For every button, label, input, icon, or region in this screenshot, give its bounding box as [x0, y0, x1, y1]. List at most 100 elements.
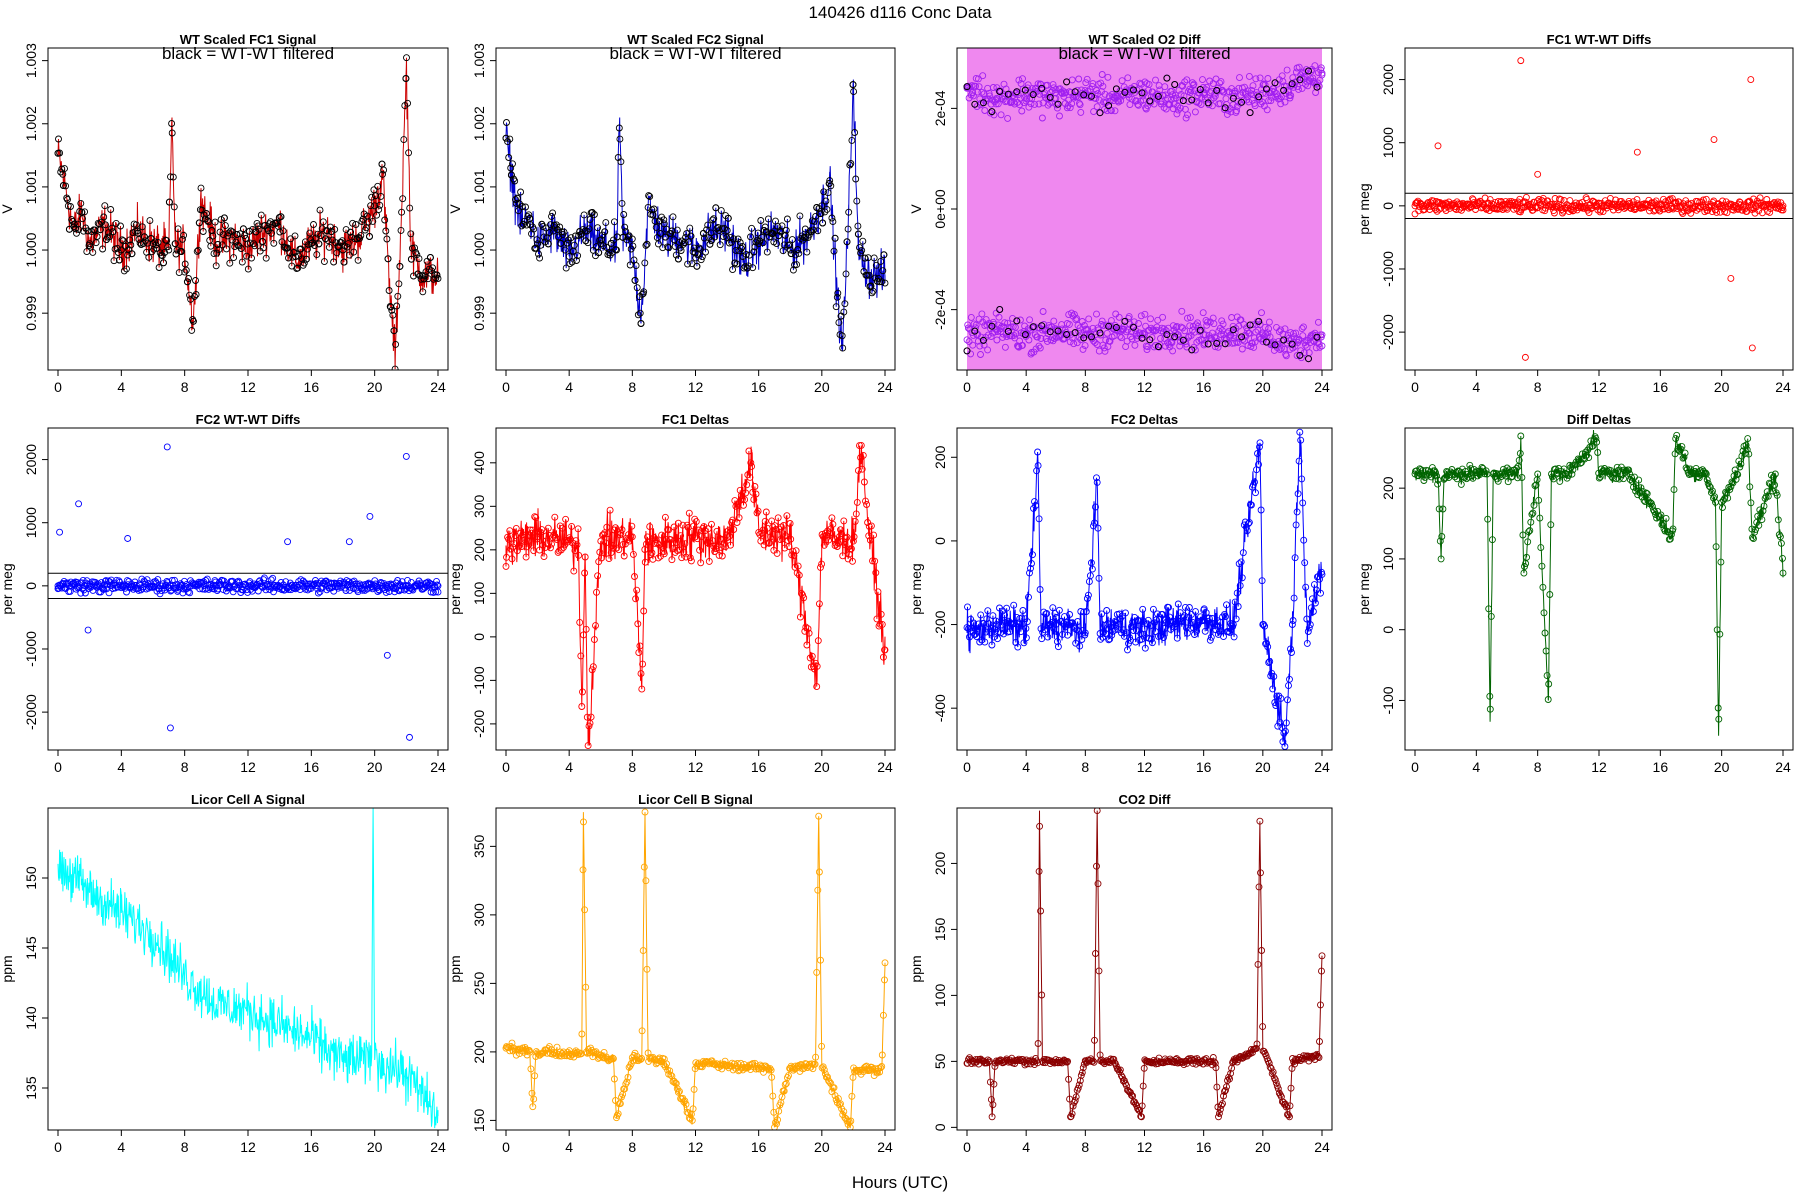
data-point — [702, 248, 709, 256]
data-point — [1259, 89, 1267, 97]
data-point — [748, 224, 756, 232]
data-point — [870, 531, 878, 539]
data-point — [529, 526, 537, 534]
y-tick-label: 0 — [932, 537, 948, 545]
data-point — [1185, 604, 1193, 611]
data-point — [1111, 107, 1119, 115]
data-point — [1289, 344, 1297, 352]
data-point — [1128, 95, 1136, 103]
data-point — [1044, 330, 1052, 338]
data-point — [839, 552, 847, 560]
filtered-point — [290, 249, 298, 256]
data-point — [728, 238, 736, 246]
filtered-point — [1088, 333, 1095, 341]
data-point — [1658, 521, 1666, 529]
data-point — [1763, 196, 1771, 203]
data-point — [63, 194, 71, 202]
data-point — [652, 536, 660, 544]
outliers — [1434, 57, 1756, 361]
data-point — [1777, 539, 1785, 547]
data-point — [354, 256, 362, 264]
data-point — [993, 336, 1001, 344]
data-point — [1200, 605, 1208, 613]
data-point — [1254, 450, 1261, 457]
data-point — [963, 624, 971, 632]
data-point — [349, 578, 357, 586]
y-tick-label: 1.002 — [23, 106, 39, 141]
filtered-point — [971, 327, 979, 335]
y-tick-label: 200 — [471, 1040, 487, 1064]
data-point — [1705, 482, 1713, 490]
data-point — [415, 577, 423, 585]
data-point — [1060, 92, 1068, 100]
data-point — [741, 496, 749, 504]
data-point — [115, 577, 123, 585]
data-point — [110, 257, 118, 265]
filtered-point — [687, 232, 695, 240]
x-tick-label: 8 — [628, 1139, 636, 1155]
data-point — [1309, 74, 1317, 82]
data-point — [714, 224, 722, 231]
filtered-point — [979, 99, 987, 107]
data-point — [1742, 441, 1750, 449]
filtered-point — [1288, 340, 1296, 348]
data-point — [774, 1116, 782, 1124]
data-point — [1021, 93, 1029, 101]
data-point — [1203, 614, 1211, 622]
data-point — [1643, 490, 1651, 498]
data-point — [1216, 100, 1224, 108]
data-point — [1279, 78, 1287, 85]
data-point — [221, 222, 229, 230]
data-point — [812, 1053, 820, 1061]
filtered-point — [1154, 92, 1162, 100]
data-point — [842, 270, 850, 278]
data-point — [878, 278, 886, 286]
data-point — [1514, 474, 1522, 482]
y-tick-label: 1.000 — [471, 232, 487, 267]
data-point — [1293, 352, 1301, 360]
data-point — [700, 234, 708, 242]
data-point — [1100, 628, 1108, 636]
data-point — [213, 249, 221, 257]
data-point — [1488, 536, 1496, 544]
data-point — [1160, 634, 1167, 641]
data-point — [1064, 631, 1072, 639]
data-point — [1082, 79, 1090, 87]
data-point — [991, 328, 999, 336]
data-point — [1194, 322, 1202, 330]
data-point — [1003, 604, 1011, 612]
data-point — [665, 526, 673, 534]
filtered-point — [347, 228, 354, 236]
outlier-point — [284, 538, 292, 546]
y-tick-label: 300 — [471, 903, 487, 927]
data-point — [1181, 327, 1189, 335]
data-point — [1125, 313, 1133, 321]
data-point — [1304, 82, 1312, 90]
data-point — [1295, 63, 1303, 71]
data-point — [838, 332, 846, 340]
data-point — [1724, 494, 1732, 502]
filtered-point — [750, 248, 758, 256]
data-point — [819, 1063, 827, 1071]
outlier-point — [1748, 344, 1756, 352]
filtered-point — [631, 276, 639, 284]
data-point — [1157, 335, 1164, 342]
data-point — [1720, 496, 1727, 504]
data-point — [716, 1061, 724, 1069]
data-point — [1267, 97, 1275, 105]
data-point — [1004, 319, 1012, 327]
data-point — [783, 215, 791, 223]
data-point — [1265, 325, 1273, 333]
data-point — [1052, 85, 1060, 93]
data-point — [1029, 551, 1036, 559]
data-point — [1184, 111, 1191, 119]
data-point — [1159, 313, 1167, 321]
data-point — [964, 603, 971, 611]
x-tick-label: 4 — [117, 759, 125, 775]
data-point — [1620, 475, 1627, 483]
y-tick-label: 350 — [471, 834, 487, 858]
data-point — [1019, 607, 1027, 614]
data-point — [1011, 620, 1019, 628]
